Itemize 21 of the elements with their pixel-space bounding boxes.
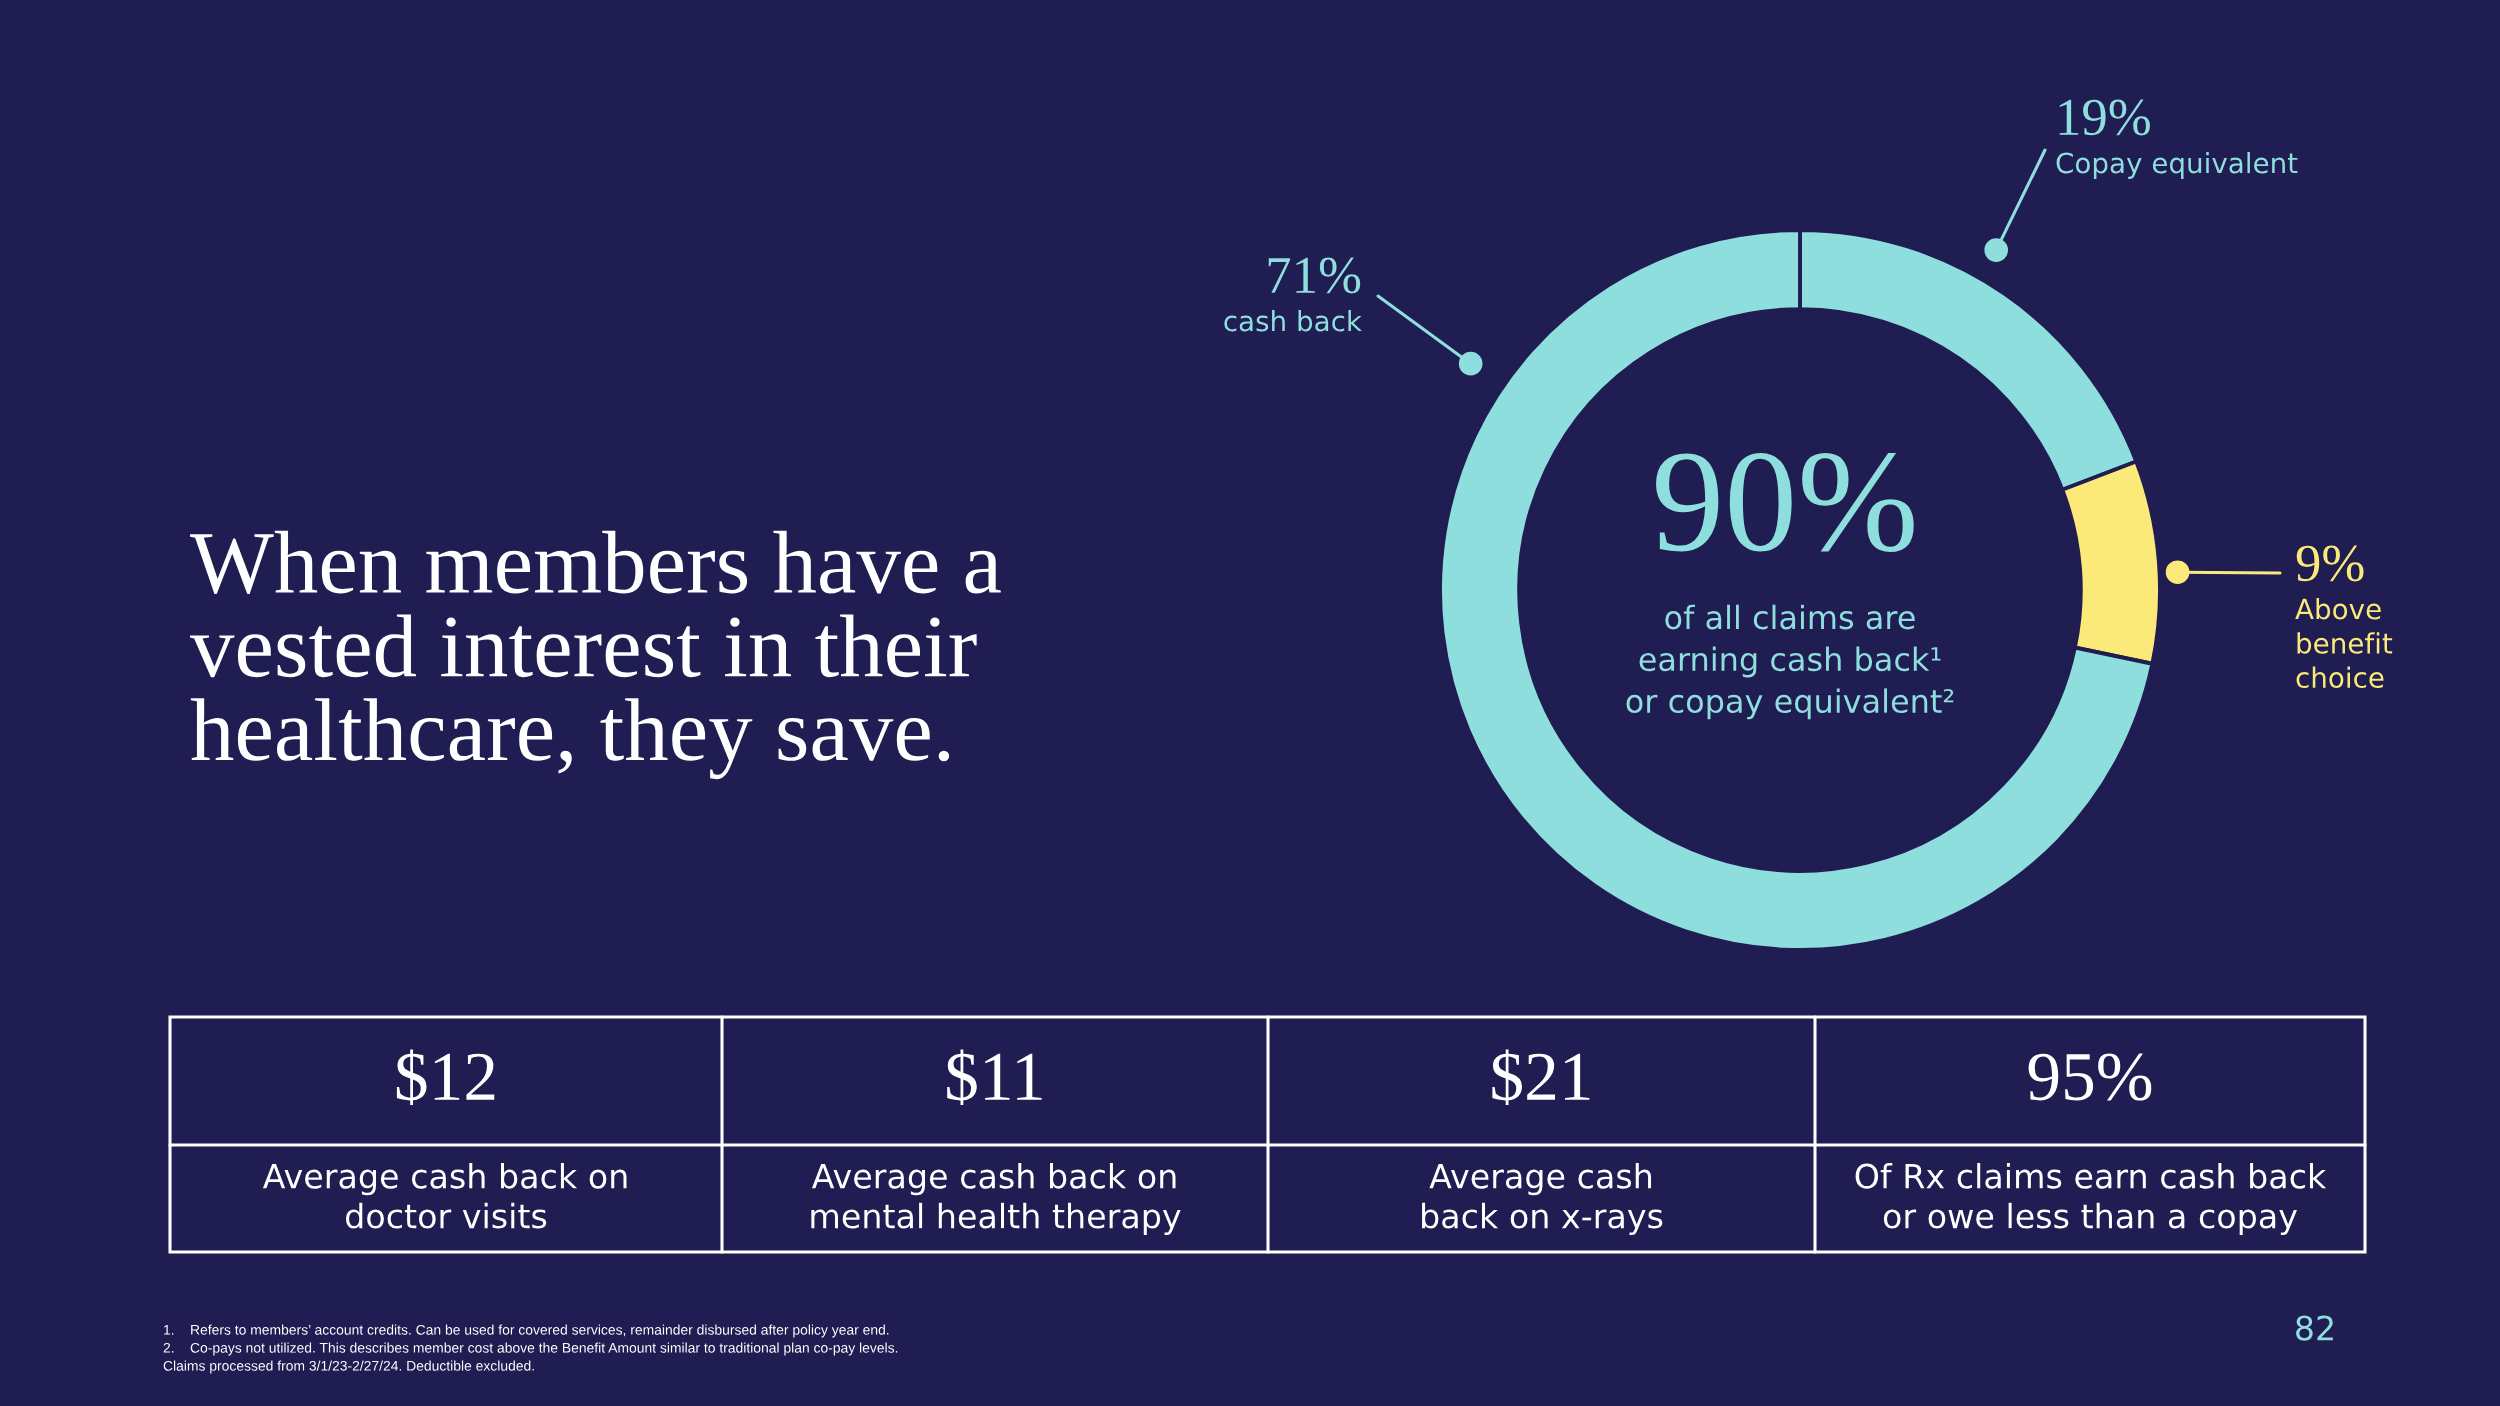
- text: 1. Refers to members’ account credits. Can be used for covered services, remainder disbursed after policy year end.: [164, 1324, 889, 1338]
- text: When members have a vested interest in their healthcare, they save.: [190, 530, 1001, 780]
- text: 90%: [1656, 453, 1914, 552]
- data-label: 19%: [2059, 99, 2150, 136]
- data-label: 71%: [1268, 257, 1361, 294]
- data-label: 9%: [2296, 545, 2364, 582]
- text: Average cash back on mental health therapy: [811, 1162, 1181, 1236]
- text: of all claims are earning cash back¹ or copay equivalent²: [1626, 604, 1954, 720]
- slice-label: Copay equivalent: [2056, 152, 2298, 179]
- text: $12: [396, 1049, 495, 1105]
- text: Average cash back on x-rays: [1422, 1162, 1663, 1236]
- text: 82: [2296, 1315, 2333, 1341]
- text: Of Rx claims earn cash back or owe less than a copay: [1855, 1162, 2327, 1236]
- text: $21: [1492, 1049, 1590, 1105]
- text: 2. Co-pays not utilized. This describes member cost above the Benefit Amount similar to traditional plan co-pay levels.: [163, 1342, 898, 1356]
- text: Average cash back on doctor visits: [262, 1162, 627, 1229]
- text: Claims processed from 3/1/23-2/27/24. Deductible excluded.: [163, 1360, 534, 1374]
- text: $11: [947, 1049, 1042, 1105]
- text: 95%: [2028, 1053, 2152, 1101]
- slice-label: Above benefit choice: [2295, 598, 2393, 689]
- slice-label: cash back: [1224, 310, 1362, 332]
